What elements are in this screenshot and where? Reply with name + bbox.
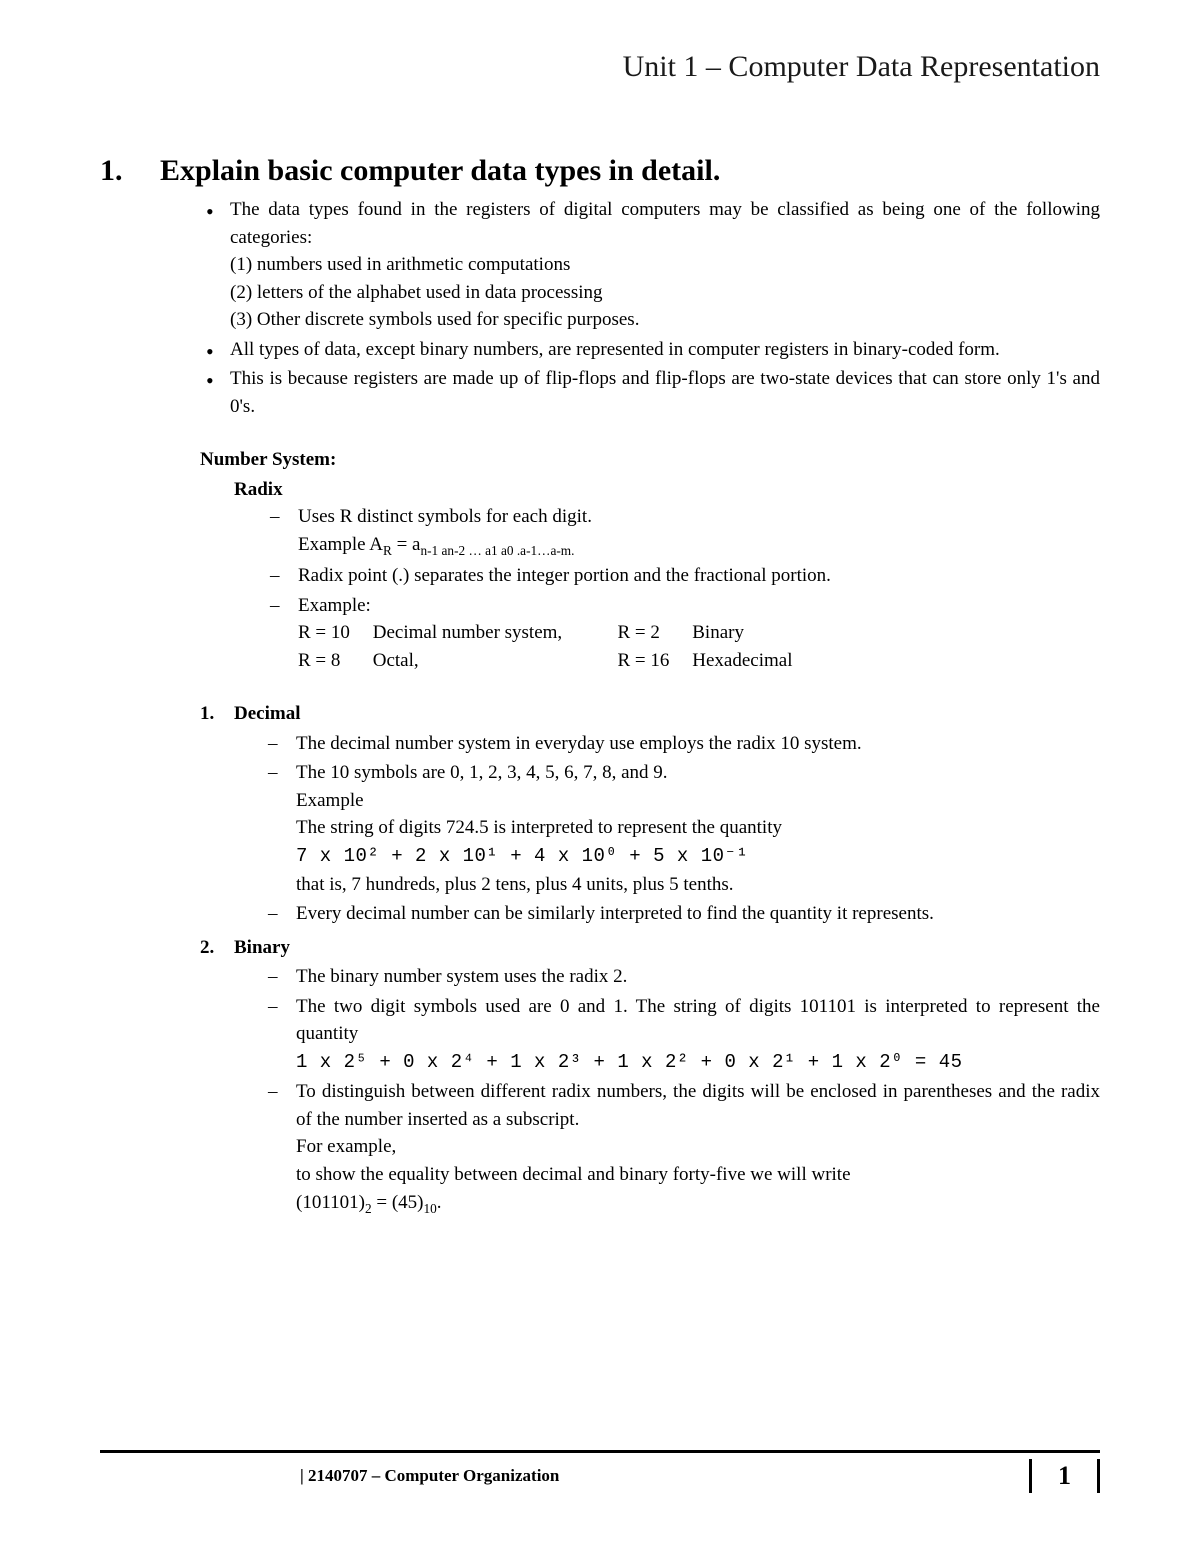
intro-sub-1: (1) numbers used in arithmetic computati… xyxy=(230,251,1100,279)
binary-title: Binary xyxy=(234,934,290,962)
radix-heading: Radix xyxy=(234,476,1100,504)
bin-d3-a: For example, xyxy=(296,1136,396,1157)
radix-list: Uses R distinct symbols for each digit. … xyxy=(270,503,1100,674)
dec-d2-after: that is, 7 hundreds, plus 2 tens, plus 4… xyxy=(296,874,734,895)
footer-rule xyxy=(100,1450,1100,1453)
radix-ex-prefix: Example A xyxy=(298,534,383,555)
binary-section: 2. Binary The binary number system uses … xyxy=(200,934,1100,1218)
page-footer: | 2140707 – Computer Organization 1 xyxy=(100,1450,1100,1493)
dec-d2-text: The 10 symbols are 0, 1, 2, 3, 4, 5, 6, … xyxy=(296,762,668,783)
dec-d2-formula: 7 x 10² + 2 x 10¹ + 4 x 10⁰ + 5 x 10⁻¹ xyxy=(296,845,748,867)
rg-r2c1: R = 8 xyxy=(298,647,368,675)
bin-d3: To distinguish between different radix n… xyxy=(268,1078,1100,1217)
number-system-heading: Number System: xyxy=(200,446,1100,474)
question-title: Explain basic computer data types in det… xyxy=(160,154,720,188)
bin-d2-formula: 1 x 2⁵ + 0 x 2⁴ + 1 x 2³ + 1 x 2² + 0 x … xyxy=(296,1051,963,1073)
content-body: The data types found in the registers of… xyxy=(200,196,1100,1218)
bin-d3-c-end: . xyxy=(437,1192,442,1213)
question-number: 1. xyxy=(100,154,160,188)
bin-d3-c-pre: (101101) xyxy=(296,1192,365,1213)
intro-bullet-1: The data types found in the registers of… xyxy=(200,196,1100,334)
radix-grid: R = 10 Decimal number system, R = 2 Bina… xyxy=(298,619,792,674)
dec-d3: Every decimal number can be similarly in… xyxy=(268,900,1100,928)
page-header-title: Unit 1 – Computer Data Representation xyxy=(100,50,1100,84)
question-row: 1. Explain basic computer data types in … xyxy=(100,154,1100,188)
radix-item-2: Radix point (.) separates the integer po… xyxy=(270,562,1100,590)
bin-d3-c-sub2: 10 xyxy=(423,1200,436,1215)
bin-d3-c-sub1: 2 xyxy=(365,1200,372,1215)
rg-r2c3: R = 16 xyxy=(618,647,688,675)
rg-r1c4: Binary xyxy=(692,619,744,647)
radix-item-1: Uses R distinct symbols for each digit. … xyxy=(270,503,1100,560)
dec-d2-ex2: The string of digits 724.5 is interprete… xyxy=(296,817,782,838)
binary-dash-list: The binary number system uses the radix … xyxy=(268,963,1100,1217)
dec-d2: The 10 symbols are 0, 1, 2, 3, 4, 5, 6, … xyxy=(268,759,1100,898)
intro-bullet-1-text: The data types found in the registers of… xyxy=(230,199,1100,248)
binary-num: 2. xyxy=(200,934,234,962)
radix-item-3: Example: R = 10 Decimal number system, R… xyxy=(270,592,1100,675)
decimal-num: 1. xyxy=(200,700,234,728)
page-number: 1 xyxy=(1029,1459,1100,1493)
bin-d3-b: to show the equality between decimal and… xyxy=(296,1164,851,1185)
intro-bullets: The data types found in the registers of… xyxy=(200,196,1100,420)
radix-item-1-text: Uses R distinct symbols for each digit. xyxy=(298,506,592,527)
intro-bullet-3: This is because registers are made up of… xyxy=(200,365,1100,420)
bin-d1: The binary number system uses the radix … xyxy=(268,963,1100,991)
dec-d1: The decimal number system in everyday us… xyxy=(268,730,1100,758)
radix-ex-sub: R xyxy=(383,543,392,558)
radix-ex-rest: n-1 an-2 … a1 a0 .a-1…a-m. xyxy=(420,543,574,558)
decimal-dash-list: The decimal number system in everyday us… xyxy=(268,730,1100,928)
bin-d3-c-mid: = (45) xyxy=(372,1192,424,1213)
radix-item-3-text: Example: xyxy=(298,595,371,616)
footer-course-label: | 2140707 – Computer Organization xyxy=(300,1466,559,1486)
radix-ex-eq: = a xyxy=(392,534,421,555)
intro-sub-2: (2) letters of the alphabet used in data… xyxy=(230,279,1100,307)
dec-d2-ex: Example xyxy=(296,790,364,811)
intro-bullet-2: All types of data, except binary numbers… xyxy=(200,336,1100,364)
rg-r1c3: R = 2 xyxy=(618,619,688,647)
decimal-title: Decimal xyxy=(234,700,300,728)
number-systems-list: 1. Decimal The decimal number system in … xyxy=(200,700,1100,1217)
bin-d2-text: The two digit symbols used are 0 and 1. … xyxy=(296,996,1100,1045)
rg-r2c4: Hexadecimal xyxy=(692,647,792,675)
intro-sub-3: (3) Other discrete symbols used for spec… xyxy=(230,306,1100,334)
bin-d2: The two digit symbols used are 0 and 1. … xyxy=(268,993,1100,1077)
rg-r1c2: Decimal number system, xyxy=(373,619,613,647)
decimal-section: 1. Decimal The decimal number system in … xyxy=(200,700,1100,927)
rg-r1c1: R = 10 xyxy=(298,619,368,647)
rg-r2c2: Octal, xyxy=(373,647,613,675)
bin-d3-text: To distinguish between different radix n… xyxy=(296,1081,1100,1130)
